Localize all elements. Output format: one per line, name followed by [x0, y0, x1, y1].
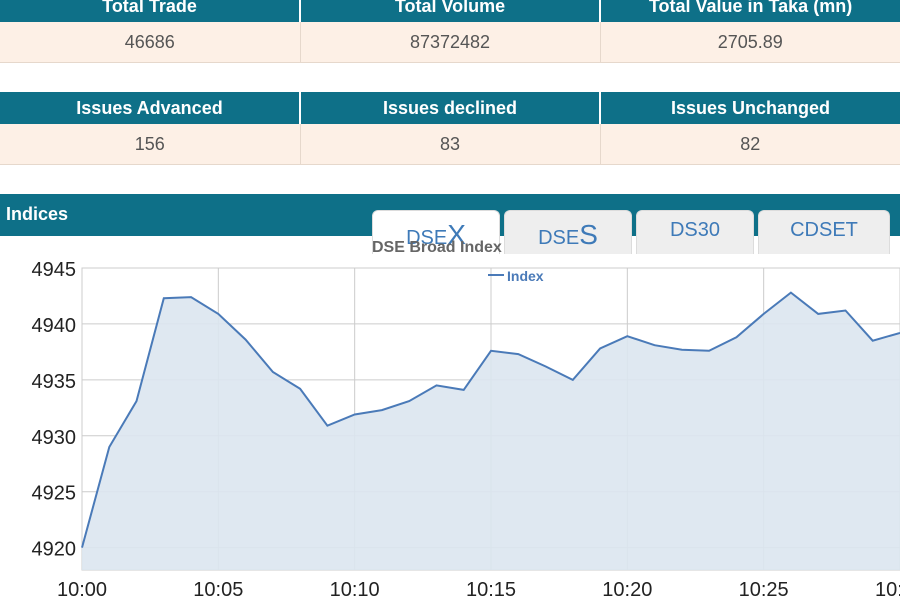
tab-dsex[interactable]: DSEX — [372, 210, 500, 254]
legend-label-index: Index — [507, 268, 544, 284]
series-line-index — [81, 291, 900, 548]
tab-dses-suffix: S — [579, 219, 598, 250]
x-tick-label: 10:10 — [330, 579, 380, 600]
x-tick-label: 10:00 — [57, 579, 107, 600]
value-issues-unchanged: 82 — [600, 124, 900, 165]
value-issues-advanced: 156 — [0, 124, 301, 165]
series-area-index — [82, 292, 900, 570]
x-tick-label: 10:15 — [466, 579, 516, 600]
y-tick-label: 4940 — [32, 315, 77, 337]
y-tick-label: 4925 — [32, 483, 77, 505]
header-issues-declined: Issues declined — [300, 92, 601, 124]
tab-dsex-prefix: DSE — [406, 227, 448, 249]
x-tick-label: 10:30 — [875, 579, 900, 600]
value-total-value: 2705.89 — [600, 22, 900, 63]
y-tick-label: 4920 — [32, 539, 77, 561]
y-axis-labels: 4920 4925 4930 4935 4940 4945 — [32, 259, 77, 561]
value-issues-declined: 83 — [300, 124, 601, 165]
tab-ds30-label: DS30 — [669, 219, 721, 241]
indices-title: Indices — [6, 204, 69, 224]
tab-dsex-suffix: X — [447, 219, 466, 250]
header-total-trade: Total Trade — [0, 0, 301, 22]
tab-dses-prefix: DSE — [538, 227, 580, 249]
header-total-volume: Total Volume — [300, 0, 601, 22]
summary-table-trade: Total Trade Total Volume Total Value in … — [0, 0, 900, 63]
chart-title: DSE Broad Index — [372, 239, 502, 256]
x-tick-label: 10:20 — [602, 579, 652, 600]
header-issues-unchanged: Issues Unchanged — [600, 92, 900, 124]
summary-table-issues: Issues Advanced Issues declined Issues U… — [0, 92, 900, 165]
tab-ds30[interactable]: DS30 — [636, 210, 754, 254]
tab-cdset[interactable]: CDSET — [758, 210, 890, 254]
header-issues-advanced: Issues Advanced — [0, 92, 301, 124]
x-axis-labels: 10:00 10:05 10:10 10:15 10:20 10:25 10:30 — [57, 579, 900, 600]
value-total-trade: 46686 — [0, 22, 301, 63]
y-tick-label: 4930 — [32, 427, 77, 449]
index-area-chart: 4920 4925 4930 4935 4940 4945 10:00 10:05 10:10… — [32, 239, 900, 600]
header-total-value: Total Value in Taka (mn) — [600, 0, 900, 22]
x-tick-label: 10:05 — [193, 579, 243, 600]
value-total-volume: 87372482 — [300, 22, 601, 63]
tab-dses[interactable]: DSES — [504, 210, 632, 254]
y-tick-label: 4935 — [32, 371, 77, 393]
x-tick-label: 10:25 — [739, 579, 789, 600]
y-tick-label: 4945 — [32, 259, 77, 281]
tab-cdset-label: CDSET — [790, 219, 858, 241]
